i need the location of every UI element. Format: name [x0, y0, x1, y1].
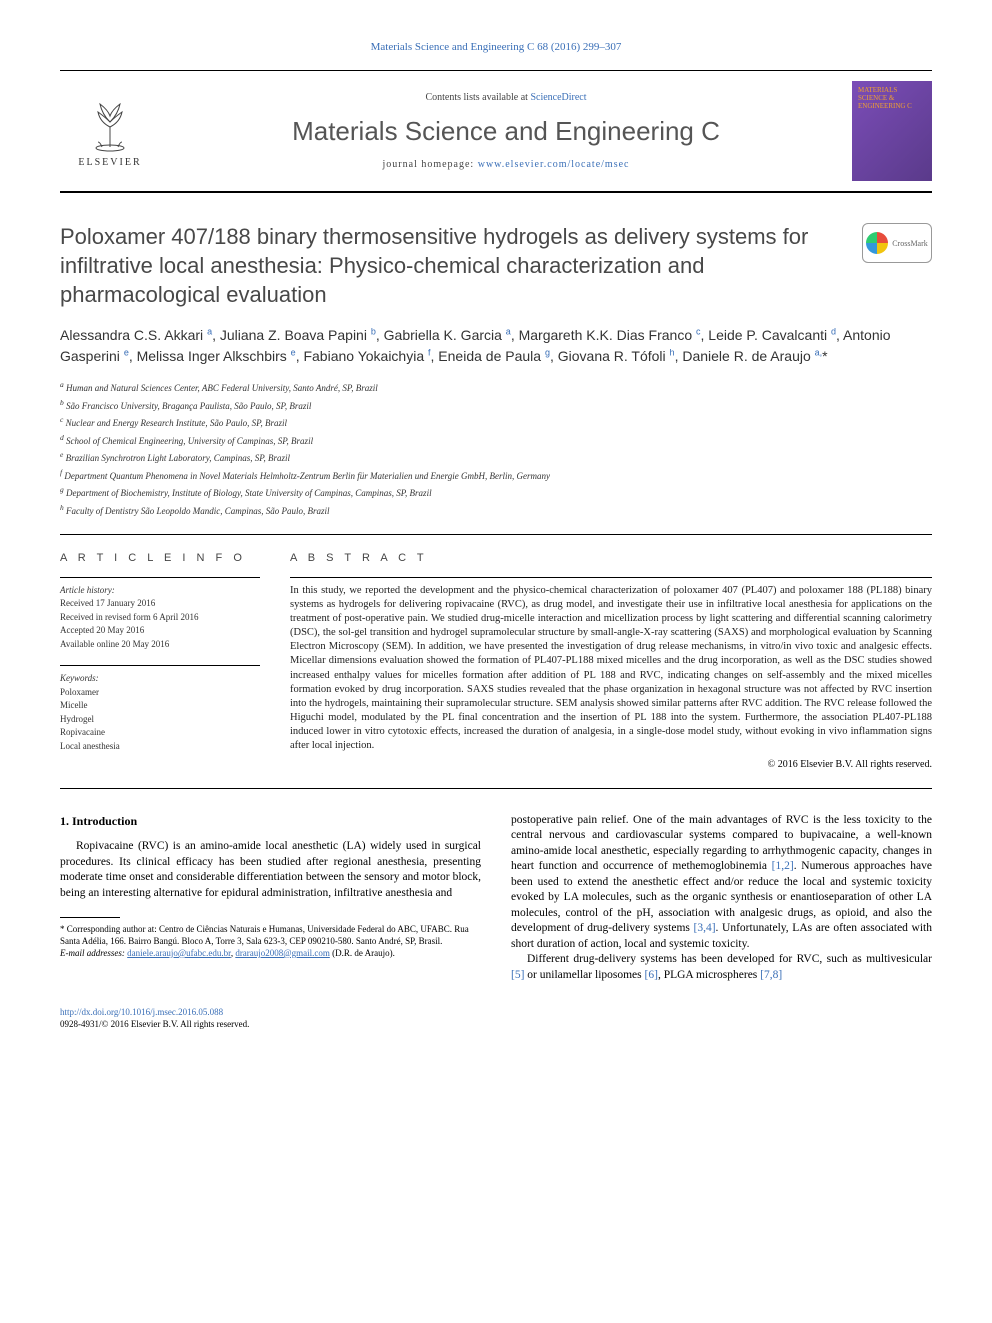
affiliation: h Faculty of Dentistry São Leopoldo Mand…	[60, 502, 932, 519]
keyword: Ropivacaine	[60, 726, 260, 740]
citation-link[interactable]: [7,8]	[760, 969, 782, 981]
citation-link[interactable]: [1,2]	[772, 860, 794, 872]
footnote-separator	[60, 917, 120, 918]
email-link-1[interactable]: daniele.araujo@ufabc.edu.br	[127, 948, 231, 958]
affiliation: d School of Chemical Engineering, Univer…	[60, 432, 932, 449]
doi-link[interactable]: http://dx.doi.org/10.1016/j.msec.2016.05…	[60, 1007, 223, 1017]
affiliations-list: a Human and Natural Sciences Center, ABC…	[60, 379, 932, 518]
footnotes: * Corresponding author at: Centro de Ciê…	[60, 924, 481, 959]
history-line: Received in revised form 6 April 2016	[60, 611, 260, 625]
running-header: Materials Science and Engineering C 68 (…	[60, 40, 932, 55]
divider	[60, 534, 932, 535]
sciencedirect-link[interactable]: ScienceDirect	[530, 92, 586, 103]
intro-paragraph-1-cont: postoperative pain relief. One of the ma…	[511, 813, 932, 953]
article-title: Poloxamer 407/188 binary thermosensitive…	[60, 223, 932, 309]
abstract-heading: A B S T R A C T	[290, 551, 932, 566]
keyword: Hydrogel	[60, 713, 260, 727]
author-list: Alessandra C.S. Akkari a, Juliana Z. Boa…	[60, 325, 932, 367]
keywords-block: Keywords: PoloxamerMicelleHydrogelRopiva…	[60, 672, 260, 753]
history-line: Accepted 20 May 2016	[60, 624, 260, 638]
intro-paragraph-1: Ropivacaine (RVC) is an amino-amide loca…	[60, 839, 481, 901]
email-line: E-mail addresses: daniele.araujo@ufabc.e…	[60, 948, 481, 960]
issn-copyright: 0928-4931/© 2016 Elsevier B.V. All right…	[60, 1019, 932, 1031]
body-text-right: postoperative pain relief. One of the ma…	[511, 813, 932, 984]
masthead: ELSEVIER Contents lists available at Sci…	[60, 70, 932, 193]
section-heading-intro: 1. Introduction	[60, 813, 481, 830]
contents-prefix: Contents lists available at	[425, 92, 530, 103]
homepage-prefix: journal homepage:	[383, 159, 478, 170]
email-label: E-mail addresses:	[60, 948, 127, 958]
cover-title: MATERIALS SCIENCE & ENGINEERING C	[858, 87, 926, 110]
corresponding-author-note: * Corresponding author at: Centro de Ciê…	[60, 924, 481, 947]
affiliation: c Nuclear and Energy Research Institute,…	[60, 414, 932, 431]
elsevier-name: ELSEVIER	[78, 156, 141, 170]
affiliation: a Human and Natural Sciences Center, ABC…	[60, 379, 932, 396]
citation-link[interactable]: [6]	[645, 969, 658, 981]
keyword: Local anesthesia	[60, 740, 260, 754]
homepage-link[interactable]: www.elsevier.com/locate/msec	[478, 159, 630, 170]
divider	[290, 577, 932, 578]
keyword: Micelle	[60, 699, 260, 713]
keyword: Poloxamer	[60, 686, 260, 700]
affiliation: g Department of Biochemistry, Institute …	[60, 484, 932, 501]
abstract-copyright: © 2016 Elsevier B.V. All rights reserved…	[290, 758, 932, 772]
intro-paragraph-2: Different drug-delivery systems has been…	[511, 952, 932, 983]
journal-title: Materials Science and Engineering C	[180, 113, 832, 149]
homepage-line: journal homepage: www.elsevier.com/locat…	[180, 158, 832, 172]
history-line: Received 17 January 2016	[60, 597, 260, 611]
citation-link[interactable]: [5]	[511, 969, 524, 981]
affiliation: b São Francisco University, Bragança Pau…	[60, 397, 932, 414]
history-line: Available online 20 May 2016	[60, 638, 260, 652]
divider	[60, 788, 932, 789]
crossmark-label: CrossMark	[892, 238, 928, 249]
elsevier-logo: ELSEVIER	[60, 81, 160, 181]
body-text-left: Ropivacaine (RVC) is an amino-amide loca…	[60, 839, 481, 901]
page-footer: http://dx.doi.org/10.1016/j.msec.2016.05…	[60, 1007, 932, 1030]
journal-cover-thumbnail: MATERIALS SCIENCE & ENGINEERING C	[852, 81, 932, 181]
citation-link[interactable]: [3,4]	[694, 922, 716, 934]
affiliation: e Brazilian Synchrotron Light Laboratory…	[60, 449, 932, 466]
keywords-label: Keywords:	[60, 672, 260, 686]
divider	[60, 665, 260, 666]
divider	[60, 577, 260, 578]
history-label: Article history:	[60, 584, 260, 598]
contents-line: Contents lists available at ScienceDirec…	[180, 91, 832, 105]
article-info-heading: A R T I C L E I N F O	[60, 551, 260, 566]
elsevier-tree-icon	[80, 92, 140, 152]
article-history: Article history: Received 17 January 201…	[60, 584, 260, 652]
email-link-2[interactable]: draraujo2008@gmail.com	[235, 948, 330, 958]
email-attribution: (D.R. de Araujo).	[330, 948, 395, 958]
crossmark-badge[interactable]: CrossMark	[862, 223, 932, 263]
abstract-text: In this study, we reported the developme…	[290, 584, 932, 754]
affiliation: f Department Quantum Phenomena in Novel …	[60, 467, 932, 484]
crossmark-icon	[866, 232, 888, 254]
